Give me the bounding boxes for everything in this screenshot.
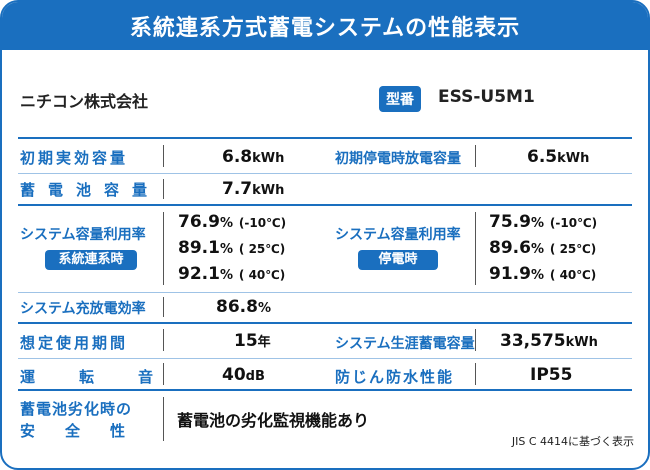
utilization-grid-label: システム容量利用率 [20,227,146,243]
expected-life-label: 想定使用期間 [20,334,129,352]
water-resistance-value: IP55 [530,365,573,385]
grid-connected-badge: 系統連系時 [45,250,137,270]
model-number: ESS-U5M1 [438,87,535,107]
battery-capacity-label: 蓄電池容量 [20,181,161,199]
charge-efficiency-value: 86.8% [216,297,271,317]
divider [18,137,632,139]
safety-label-line2: 安全性 [20,422,156,440]
utilization-outage-value-0: 75.9% (-10℃) [489,212,598,232]
initial-capacity-label: 初期実効容量 [20,149,129,167]
divider [18,389,632,391]
utilization-outage-value-2: 91.9% ( 40℃) [489,264,597,284]
operating-noise-value: 40dB [222,365,265,385]
model-badge: 型番 [379,86,421,112]
lifetime-storage-value: 33,575kWh [500,331,598,351]
initial-capacity-value: 6.8kWh [222,147,285,167]
safety-label-line1: 蓄電池劣化時の [20,400,133,418]
utilization-grid-value-1: 89.1% ( 25℃) [178,238,286,258]
divider [18,204,632,206]
lifetime-storage-label: システム生涯蓄電容量 [335,336,475,352]
page-title: 系統連系方式蓄電システムの性能表示 [2,2,648,50]
initial-outage-capacity-value: 6.5kWh [527,147,590,167]
operating-noise-label: 運転音 [20,368,198,386]
battery-capacity-value: 7.7kWh [222,179,285,199]
utilization-grid-value-2: 92.1% ( 40℃) [178,264,286,284]
initial-outage-capacity-label: 初期停電時放電容量 [335,151,461,167]
utilization-outage-label: システム容量利用率 [335,227,461,243]
utilization-grid-value-0: 76.9% (-10℃) [178,212,287,232]
water-resistance-label: 防じん防水性能 [335,368,455,386]
safety-value: 蓄電池の劣化監視機能あり [177,411,370,430]
divider [18,292,632,293]
expected-life-value: 15年 [234,331,271,351]
charge-efficiency-label: システム充放電効率 [20,301,146,317]
footnote: JIS C 4414に基づく表示 [511,435,634,448]
divider [18,322,632,324]
divider [18,173,632,174]
manufacturer-name: ニチコン株式会社 [20,92,149,111]
utilization-outage-value-1: 89.6% ( 25℃) [489,238,597,258]
outage-badge: 停電時 [358,250,438,270]
divider [18,358,632,359]
